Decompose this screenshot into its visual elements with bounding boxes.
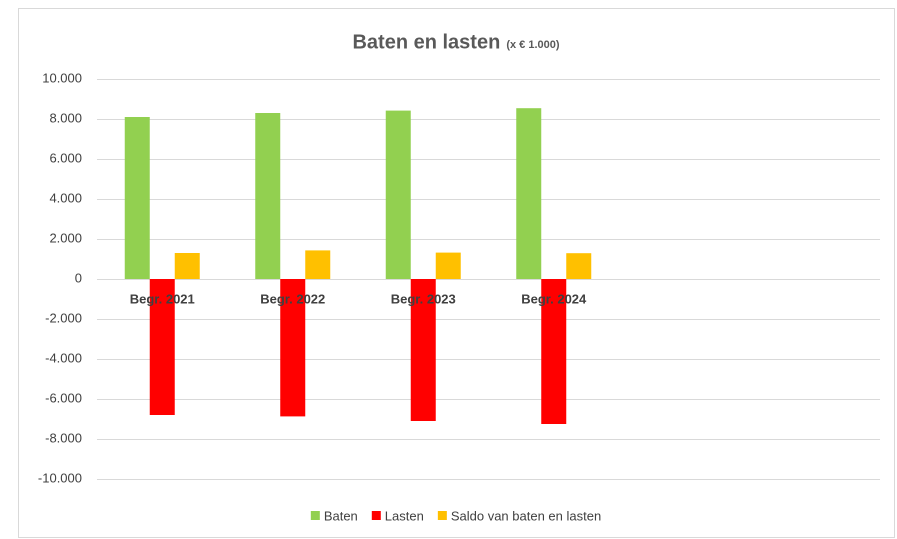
x-tick-label: Begr. 2024 bbox=[521, 291, 587, 306]
x-tick-label: Begr. 2021 bbox=[130, 291, 195, 306]
bar bbox=[541, 279, 567, 424]
y-tick-label: 8.000 bbox=[49, 110, 82, 125]
bar bbox=[305, 250, 331, 279]
bar bbox=[124, 117, 150, 279]
bar bbox=[255, 113, 281, 279]
y-tick-label: 4.000 bbox=[49, 190, 82, 205]
bar bbox=[385, 110, 411, 279]
chart-title: Baten en lasten bbox=[352, 31, 500, 53]
y-tick-label: -4.000 bbox=[45, 350, 82, 365]
y-tick-label: 10.000 bbox=[42, 70, 82, 85]
y-tick-label: -2.000 bbox=[45, 310, 82, 325]
bar bbox=[149, 279, 175, 415]
legend-label: Lasten bbox=[385, 508, 424, 523]
bar bbox=[280, 279, 306, 417]
bar bbox=[566, 253, 592, 279]
y-tick-label: -10.000 bbox=[38, 470, 82, 485]
chart-subtitle: (x € 1.000) bbox=[506, 39, 560, 51]
legend-swatch bbox=[371, 511, 381, 520]
x-tick-label: Begr. 2023 bbox=[391, 291, 456, 306]
legend-label: Baten bbox=[324, 508, 358, 523]
bar bbox=[410, 279, 436, 421]
y-tick-label: -8.000 bbox=[45, 430, 82, 445]
bar bbox=[435, 252, 461, 279]
y-tick-label: -6.000 bbox=[45, 390, 82, 405]
x-tick-label: Begr. 2022 bbox=[260, 291, 325, 306]
bar bbox=[174, 253, 200, 279]
legend-label: Saldo van baten en lasten bbox=[451, 508, 601, 523]
bar bbox=[516, 108, 542, 279]
y-tick-label: 0 bbox=[75, 270, 82, 285]
y-tick-label: 6.000 bbox=[49, 150, 82, 165]
y-tick-label: 2.000 bbox=[49, 230, 82, 245]
legend-swatch bbox=[437, 511, 447, 520]
legend-swatch bbox=[310, 511, 320, 520]
